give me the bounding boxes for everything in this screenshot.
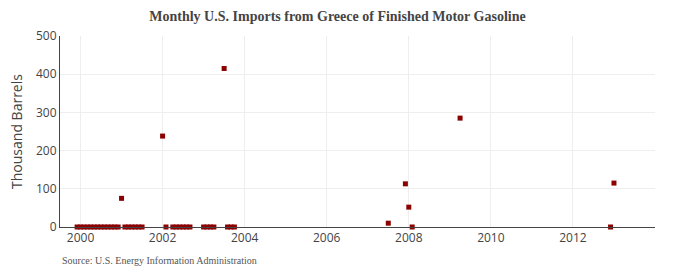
- svg-text:2008: 2008: [395, 229, 423, 246]
- svg-text:2012: 2012: [559, 229, 587, 246]
- svg-text:Monthly U.S. Imports from Gree: Monthly U.S. Imports from Greece of Fini…: [149, 9, 525, 24]
- svg-text:2010: 2010: [477, 229, 505, 246]
- svg-text:200: 200: [36, 142, 57, 159]
- svg-text:2006: 2006: [313, 229, 341, 246]
- svg-text:400: 400: [36, 65, 57, 82]
- svg-text:2000: 2000: [67, 229, 95, 246]
- svg-text:2002: 2002: [149, 229, 177, 246]
- svg-text:Thousand Barrels: Thousand Barrels: [7, 74, 26, 189]
- svg-text:0: 0: [50, 218, 57, 235]
- svg-text:500: 500: [36, 27, 57, 44]
- svg-text:2004: 2004: [231, 229, 259, 246]
- svg-text:100: 100: [36, 180, 57, 197]
- svg-text:300: 300: [36, 104, 57, 121]
- svg-text:Source: U.S. Energy Informatio: Source: U.S. Energy Information Administ…: [62, 255, 257, 266]
